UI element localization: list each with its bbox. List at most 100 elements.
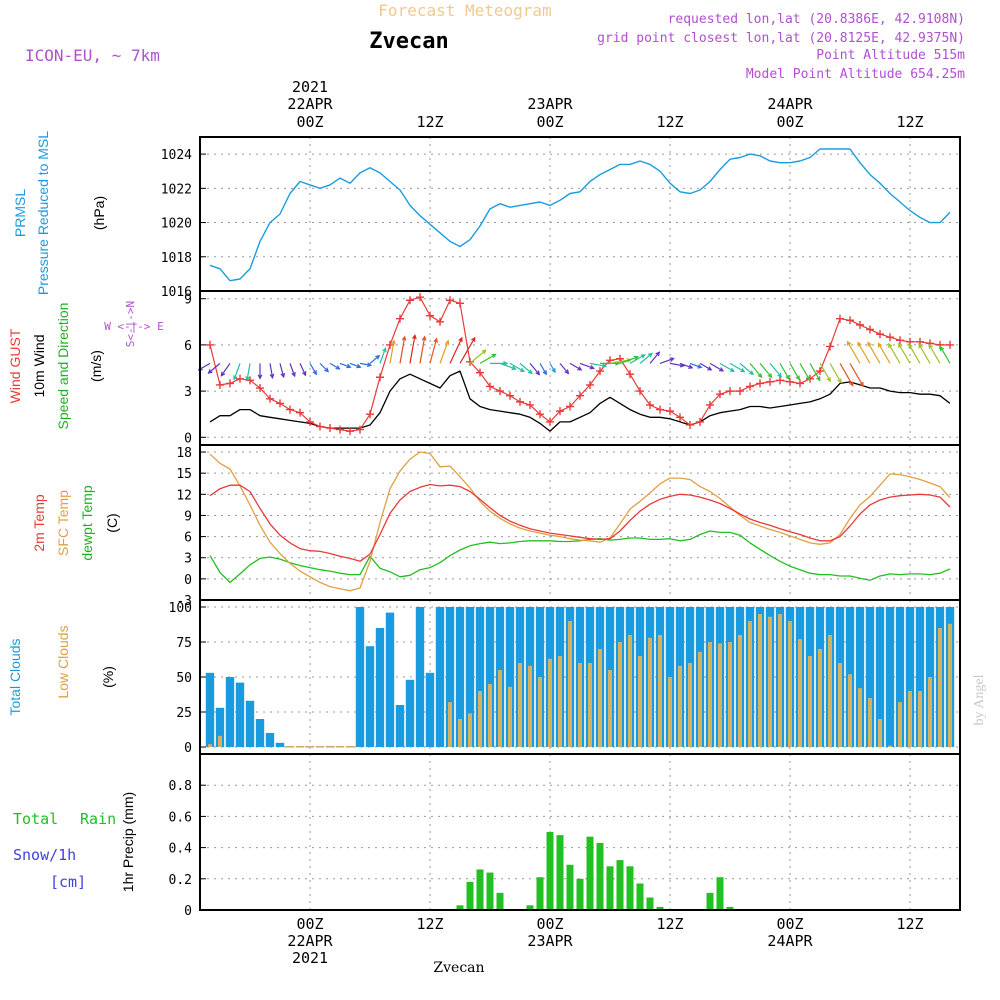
wind-direction-arrow [233, 363, 241, 380]
low-cloud-bar [488, 684, 492, 747]
wind-direction-arrowhead [382, 347, 387, 353]
wind-direction-arrowhead [551, 368, 556, 374]
wind-direction-arrow [779, 363, 790, 380]
wind-direction-arrow [389, 340, 395, 364]
wind-direction-arrow [857, 342, 871, 364]
temp-labels: 2m Temp SFC Temp dewpt Temp (C) [31, 485, 120, 560]
wind-gust-marker [836, 314, 844, 323]
low-cloud-bar [518, 663, 522, 747]
wind-gust-marker [706, 400, 714, 409]
wind-direction-arrow [669, 362, 684, 367]
wind-gust-marker [456, 299, 464, 308]
wind-direction-arrowhead [312, 370, 317, 376]
wind-direction-arrow [659, 357, 674, 364]
wind-gust-marker [676, 413, 684, 422]
precip-labels: Total Rain Snow/1h [cm] 1hr Precip (mm) [13, 792, 136, 892]
wind-direction-arrow [319, 362, 329, 372]
wind-direction-arrow [559, 362, 569, 374]
wind-gust-marker [556, 407, 564, 416]
low-cloud-bar [788, 621, 792, 747]
wind-direction-arrow [449, 337, 463, 364]
wind-direction-arrow [629, 354, 646, 364]
total-cloud-bar [355, 607, 365, 747]
wind-gust-marker [566, 402, 574, 411]
total-cloud-bar [485, 607, 495, 747]
pressure-label-prmsl: PRMSL [12, 189, 28, 237]
wind-direction-arrowhead [777, 372, 783, 378]
wind-direction-arrowhead [729, 367, 736, 373]
precip-ytick-label: 0.4 [169, 842, 193, 857]
rain-bar [616, 860, 624, 910]
wind-direction-arrow [429, 338, 438, 364]
wind-direction-arrowhead [655, 351, 661, 357]
low-cloud-bar [768, 616, 772, 747]
total-cloud-bar [315, 746, 325, 748]
wind-gust-marker [396, 314, 404, 323]
temp-sfc-line [209, 451, 951, 592]
wind-direction-arrowhead [433, 337, 439, 343]
wind-direction-arrowhead [888, 342, 893, 348]
requested-coords: requested lon,lat (20.8386E, 42.9108N) [668, 12, 965, 27]
total-cloud-bar [335, 746, 345, 748]
wind-direction-arrowhead [375, 354, 381, 360]
temp-unit: (C) [104, 513, 120, 532]
total-cloud-bar [265, 733, 275, 747]
wind-direction-arrow [246, 363, 251, 381]
wind-label-10m: 10m Wind [31, 334, 47, 397]
wind-gust-marker [546, 417, 554, 426]
wind-direction-arrow [649, 351, 660, 364]
pressure-unit: (hPa) [91, 196, 107, 230]
wind-direction-arrow [589, 362, 606, 367]
wind-ytick-label: 6 [184, 339, 192, 354]
wind-gust-marker [946, 340, 954, 349]
wind-gust-marker [866, 325, 874, 334]
top-date-label: 23APR [527, 95, 573, 113]
wind-direction-arrow [519, 362, 533, 374]
total-cloud-bar [415, 607, 425, 747]
wind-direction-arrowhead [421, 335, 427, 341]
wind-direction-arrow [819, 363, 831, 382]
low-cloud-bar [498, 670, 502, 747]
low-cloud-bar [808, 656, 812, 747]
pressure-label-msl: Pressure Reduced to MSL [35, 131, 51, 295]
rain-bar [716, 877, 724, 910]
precip-label-total: Total [13, 810, 58, 828]
top-date-label: 24APR [767, 95, 813, 113]
wind-direction-arrowhead [669, 357, 675, 362]
precip-ytick-label: 0 [184, 904, 192, 919]
wind-direction-arrow [829, 363, 842, 383]
rain-bar [576, 878, 584, 910]
wind-direction-arrowhead [846, 340, 852, 346]
top-year-label: 2021 [292, 78, 328, 96]
wind-gust-marker [816, 367, 824, 376]
wind-gust-marker [766, 377, 774, 386]
wind-direction-arrowhead [718, 367, 725, 372]
total-cloud-bar [445, 607, 455, 747]
wind-direction-arrow [379, 348, 387, 364]
wind-label-dir: Speed and Direction [55, 303, 71, 430]
footer-location: Zvecan [433, 960, 484, 976]
temp-ytick-label: 9 [184, 509, 192, 524]
wind-gust-marker [316, 422, 324, 431]
wind-direction-arrowhead [535, 370, 541, 376]
top-hour-label: 12Z [896, 113, 923, 131]
wind-direction-arrowhead [707, 366, 713, 371]
low-cloud-bar [828, 635, 832, 747]
temp-ytick-label: 12 [176, 488, 192, 503]
cloud-label-total: Total Clouds [7, 638, 23, 715]
temp-2m-line [209, 483, 951, 562]
total-cloud-bar [895, 607, 905, 747]
wind-gust-marker [586, 380, 594, 389]
wind-gust-marker [296, 408, 304, 417]
precip-border [199, 753, 961, 911]
bottom-hour-label: 00Z [296, 915, 323, 933]
low-cloud-bar [458, 719, 462, 747]
total-cloud-bar [215, 707, 225, 747]
clouds-ytick-label: 25 [176, 706, 192, 721]
bottom-hour-label: 12Z [896, 915, 923, 933]
temp-ytick-label: 15 [176, 467, 192, 482]
wind-gust-marker [376, 373, 384, 382]
wind-direction-arrowhead [511, 365, 517, 371]
wind-direction-arrowhead [366, 362, 373, 368]
